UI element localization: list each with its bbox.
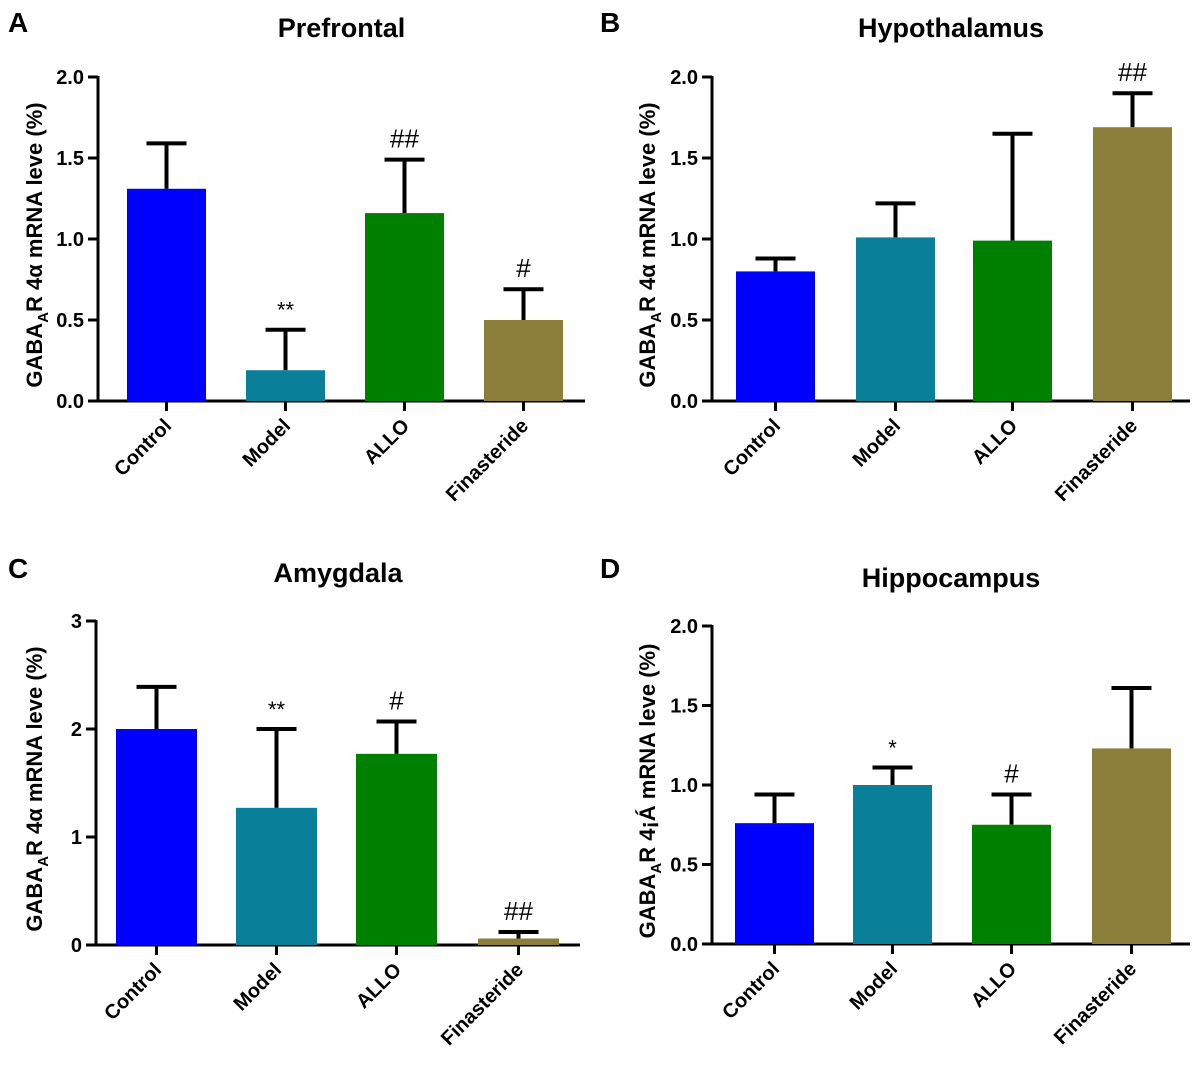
y-label-subscript: A <box>648 312 665 323</box>
y-tick-label: 0.0 <box>670 934 698 956</box>
y-tick-label: 1.0 <box>56 229 84 251</box>
x-tick-label: Finasteride <box>1051 415 1142 506</box>
significance-marker: # <box>516 253 531 283</box>
x-tick-label: Finasteride <box>442 415 533 506</box>
significance-marker: ** <box>268 697 286 722</box>
x-tick-label: Control <box>110 415 176 481</box>
y-tick-label: 1.0 <box>670 775 698 797</box>
bar-finasteride <box>484 320 563 401</box>
y-label-prefix: GABA <box>635 323 660 388</box>
significance-marker: ## <box>390 124 419 154</box>
y-tick-label: 2.0 <box>670 67 698 89</box>
x-tick-label: Control <box>100 959 166 1025</box>
panel-C: C Amygdala GABAAR 4α mRNA leve (%) 0 1 2 3 Cont… <box>8 553 580 1050</box>
bar-control <box>127 188 206 401</box>
significance-marker: # <box>1004 759 1019 789</box>
y-axis-label: GABAAR 4α mRNA leve (%) <box>22 102 52 387</box>
x-tick-label: ALLO <box>352 959 406 1013</box>
x-tick-label: Model <box>849 415 905 471</box>
y-tick-label: 0.0 <box>670 391 698 413</box>
x-tick-label: Finasteride <box>1050 958 1141 1049</box>
x-tick-label: Control <box>718 958 784 1024</box>
y-label-prefix: GABA <box>22 323 47 388</box>
y-axis-label: GABAAR 4α mRNA leve (%) <box>22 646 52 931</box>
y-axis-label: GABAAR 4α mRNA leve (%) <box>635 102 665 387</box>
y-tick-label: 0 <box>71 935 82 957</box>
y-tick-label: 1.5 <box>670 696 698 718</box>
y-label-suffix: R 4¡Á mRNA leve (%) <box>635 644 660 863</box>
bar-model <box>246 370 325 401</box>
y-axis-label: GABAAR 4¡Á mRNA leve (%) <box>635 644 665 939</box>
panel-letter: C <box>8 553 28 584</box>
bar-allo <box>973 240 1052 401</box>
x-tick-label: Model <box>846 958 902 1014</box>
y-label-subscript: A <box>35 856 52 867</box>
chart-title: Hippocampus <box>862 563 1041 593</box>
significance-marker: ## <box>1118 57 1147 87</box>
y-tick-label: 1 <box>71 827 82 849</box>
y-tick-label: 1.5 <box>670 148 698 170</box>
y-label-suffix: R 4α mRNA leve (%) <box>22 646 47 856</box>
panel-letter: A <box>8 7 28 38</box>
chart-title: Amygdala <box>273 558 403 588</box>
x-tick-label: Finasteride <box>437 959 528 1050</box>
x-tick-label: ALLO <box>967 958 1021 1012</box>
bar-allo <box>356 753 437 945</box>
bar-allo <box>972 824 1051 944</box>
panel-letter: D <box>600 553 620 584</box>
bar-model <box>236 807 317 945</box>
y-tick-label: 2.0 <box>670 616 698 638</box>
bar-allo <box>365 213 444 401</box>
y-tick-label: 1.0 <box>670 229 698 251</box>
y-tick-label: 0.0 <box>56 391 84 413</box>
y-label-suffix: R 4α mRNA leve (%) <box>22 102 47 312</box>
y-label-prefix: GABA <box>635 874 660 939</box>
bar-model <box>853 785 932 944</box>
y-tick-label: 1.5 <box>56 148 84 170</box>
x-tick-label: Model <box>239 415 295 471</box>
chart-title: Prefrontal <box>278 13 406 43</box>
y-tick-label: 0.5 <box>670 310 698 332</box>
y-label-prefix: GABA <box>22 867 47 932</box>
significance-marker: # <box>389 685 404 715</box>
bar-finasteride <box>478 938 559 945</box>
bar-finasteride <box>1092 748 1171 944</box>
x-tick-label: Model <box>230 959 286 1015</box>
y-tick-label: 0.5 <box>56 310 84 332</box>
y-tick-label: 2 <box>71 719 82 741</box>
significance-marker: ** <box>277 298 295 323</box>
y-label-suffix: R 4α mRNA leve (%) <box>635 102 660 312</box>
bar-model <box>856 237 935 401</box>
x-tick-label: Control <box>719 415 785 481</box>
y-label-subscript: A <box>648 863 665 874</box>
bar-control <box>735 823 814 944</box>
significance-marker: ## <box>504 896 533 926</box>
chart-title: Hypothalamus <box>858 13 1044 43</box>
y-label-subscript: A <box>35 312 52 323</box>
panel-letter: B <box>600 7 620 38</box>
y-tick-label: 2.0 <box>56 67 84 89</box>
bar-finasteride <box>1093 127 1172 401</box>
bar-control <box>736 271 815 401</box>
x-tick-label: ALLO <box>968 415 1022 469</box>
y-tick-label: 3 <box>71 611 82 633</box>
bar-control <box>116 729 197 945</box>
x-tick-label: ALLO <box>360 415 414 469</box>
significance-marker: * <box>888 736 897 761</box>
y-tick-label: 0.5 <box>670 855 698 877</box>
